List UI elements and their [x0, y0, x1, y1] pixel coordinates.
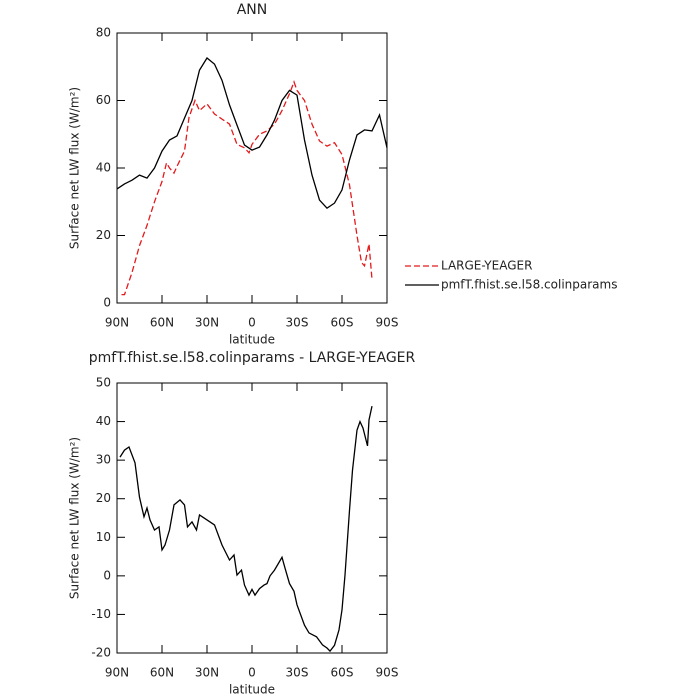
x-axis-label: latitude: [229, 683, 275, 697]
x-tick-label: 0: [248, 666, 256, 680]
data-line: [116, 57, 388, 210]
x-tick-label: 90S: [376, 666, 399, 680]
legend-label: pmfT.fhist.se.l58.colinparams: [441, 278, 617, 292]
chart-title: ANN: [237, 2, 268, 18]
y-tick-label: 60: [96, 93, 111, 107]
y-tick-label: 10: [96, 530, 111, 544]
x-tick-label: 60S: [331, 666, 354, 680]
x-tick-label: 90N: [105, 666, 129, 680]
x-tick-label: 30S: [286, 316, 309, 330]
x-tick-label: 30S: [286, 666, 309, 680]
x-tick-label: 60N: [150, 316, 174, 330]
x-tick-label: 90S: [376, 316, 399, 330]
plot-frame: [116, 382, 388, 654]
plot-frame: [116, 32, 388, 304]
y-tick-label: 80: [96, 26, 111, 40]
legend-label: LARGE-YEAGER: [441, 259, 532, 273]
y-axis-label: Surface net LW flux (W/m²): [68, 87, 82, 249]
x-tick-label: 30N: [195, 316, 219, 330]
x-tick-label: 60S: [331, 316, 354, 330]
y-tick-label: 0: [103, 568, 111, 582]
y-tick-label: 0: [103, 296, 111, 310]
y-tick-label: 40: [96, 161, 111, 175]
y-axis-label: Surface net LW flux (W/m²): [68, 437, 82, 599]
data-line: [119, 405, 373, 653]
y-tick-label: -10: [91, 607, 111, 621]
x-tick-label: 0: [248, 316, 256, 330]
y-tick-label: 20: [96, 228, 111, 242]
y-tick-label: 40: [96, 414, 111, 428]
y-tick-label: -20: [91, 646, 111, 660]
x-tick-label: 60N: [150, 666, 174, 680]
y-tick-label: 20: [96, 491, 111, 505]
chart-title: pmfT.fhist.se.l58.colinparams - LARGE-YE…: [89, 350, 416, 366]
y-tick-label: 30: [96, 453, 111, 467]
x-tick-label: 90N: [105, 316, 129, 330]
y-tick-label: 50: [96, 376, 111, 390]
data-line: [121, 80, 373, 296]
x-tick-label: 30N: [195, 666, 219, 680]
x-axis-label: latitude: [229, 333, 275, 347]
